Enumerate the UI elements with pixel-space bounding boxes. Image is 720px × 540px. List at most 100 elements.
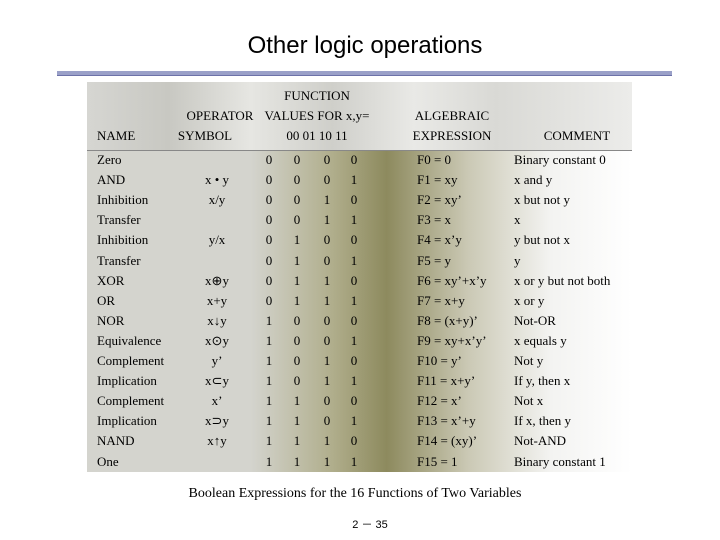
function-value: 0 xyxy=(293,353,301,368)
comment-text: x or y but not both xyxy=(514,272,611,288)
algebraic-expression: F0 = 0 xyxy=(417,152,452,167)
operation-name: NAND xyxy=(97,433,135,449)
function-value: 1 xyxy=(323,192,331,208)
function-value: 0 xyxy=(293,152,301,167)
function-value: 1 xyxy=(293,413,301,429)
operator-symbol: x↑y xyxy=(207,433,227,449)
function-value: 0 xyxy=(350,232,358,248)
function-value: 1 xyxy=(323,212,331,228)
operation-name: OR xyxy=(97,292,116,308)
function-value: 1 xyxy=(350,373,358,389)
comment-text: Not-AND xyxy=(514,433,566,449)
header-comment: COMMENT xyxy=(543,128,611,143)
function-value: 0 xyxy=(293,192,301,208)
algebraic-expression: F11 = x+y’ xyxy=(417,373,476,389)
function-value: 0 xyxy=(323,393,331,409)
function-value: 1 xyxy=(350,413,358,429)
slide-title: Other logic operations xyxy=(247,32,483,59)
header-algebraic: ALGEBRAIC xyxy=(414,108,490,123)
table-row: Transfer 0 0 1 1 F3 = x x xyxy=(87,210,632,230)
function-value: 0 xyxy=(323,332,331,348)
operator-symbol: x⊙y xyxy=(205,332,229,348)
function-value: 0 xyxy=(265,272,273,288)
function-value: 1 xyxy=(265,413,273,429)
table-row: Implication x⊂y 1 0 1 1 F11 = x+y’ If y, then x xyxy=(87,371,632,391)
function-value: 0 xyxy=(323,312,331,328)
function-value: 1 xyxy=(323,453,331,469)
operator-symbol: x↓y xyxy=(207,312,227,328)
function-value: 1 xyxy=(293,232,301,248)
algebraic-expression: F4 = x’y xyxy=(417,232,462,248)
function-value: 1 xyxy=(323,373,331,389)
algebraic-expression: F12 = x’ xyxy=(417,393,462,409)
table-row: AND x • y 0 0 0 1 F1 = xy x and y xyxy=(87,170,632,190)
function-value: 1 xyxy=(293,433,301,449)
function-value: 0 xyxy=(350,312,358,328)
algebraic-expression: F14 = (xy)’ xyxy=(417,433,478,449)
title-divider xyxy=(57,71,672,76)
comment-text: Not x xyxy=(514,393,544,409)
algebraic-expression: F3 = x xyxy=(417,212,452,228)
function-value: 1 xyxy=(265,373,273,389)
function-value: 1 xyxy=(350,453,358,469)
table-row: Complement x’ 1 1 0 0 F12 = x’ Not x xyxy=(87,391,632,411)
function-value: 0 xyxy=(323,252,331,268)
table-row: Zero 0 0 0 0 F0 = 0 Binary constant 0 xyxy=(87,150,632,170)
function-value: 1 xyxy=(350,172,358,188)
comment-text: If x, then y xyxy=(514,413,572,429)
table-row: Transfer 0 1 0 1 F5 = y y xyxy=(87,251,632,271)
operation-name: Transfer xyxy=(97,252,141,268)
operation-name: Complement xyxy=(97,353,165,368)
operation-name: AND xyxy=(97,172,126,188)
operation-name: One xyxy=(97,453,119,469)
operation-name: XOR xyxy=(97,272,125,288)
algebraic-expression: F13 = x’+y xyxy=(417,413,476,429)
header-name: NAME xyxy=(97,128,136,143)
comment-text: y but not x xyxy=(514,232,570,248)
header-xy-combinations: 00 01 10 11 xyxy=(286,128,348,143)
algebraic-expression: F5 = y xyxy=(417,252,452,268)
function-value: 0 xyxy=(293,332,301,348)
operation-name: Implication xyxy=(97,413,157,429)
function-value: 1 xyxy=(323,292,331,308)
logic-operations-table: NAME OPERATOR SYMBOL FUNCTION VALUES FOR… xyxy=(87,82,632,472)
comment-text: x and y xyxy=(514,172,553,188)
function-value: 1 xyxy=(293,393,301,409)
operator-symbol: y/x xyxy=(208,232,226,248)
header-function: FUNCTION xyxy=(284,88,350,103)
operator-symbol: x/y xyxy=(208,192,226,208)
table-row: Inhibition x/y 0 0 1 0 F2 = xy’ x but not y xyxy=(87,190,632,210)
table-row: Inhibition y/x 0 1 0 0 F4 = x’y y but not x xyxy=(87,230,632,250)
table-row: NOR x↓y 1 0 0 0 F8 = (x+y)’ Not-OR xyxy=(87,311,632,331)
comment-text: If y, then x xyxy=(514,373,571,389)
table-row: Implication x⊃y 1 1 0 1 F13 = x’+y If x, then y xyxy=(87,411,632,431)
function-value: 0 xyxy=(265,172,273,188)
algebraic-expression: F9 = xy+x’y’ xyxy=(417,332,487,348)
comment-text: Not-OR xyxy=(514,312,556,328)
operator-symbol: x⊃y xyxy=(205,413,229,429)
function-value: 0 xyxy=(265,212,273,228)
function-value: 0 xyxy=(323,152,331,167)
function-value: 0 xyxy=(350,433,358,449)
operator-symbol: x⊕y xyxy=(205,272,229,288)
header-symbol: SYMBOL xyxy=(177,128,233,143)
table-row: Complement y’ 1 0 1 0 F10 = y’ Not y xyxy=(87,351,632,371)
comment-text: x but not y xyxy=(514,192,570,208)
function-value: 0 xyxy=(265,232,273,248)
table-caption: Boolean Expressions for the 16 Functions… xyxy=(188,486,522,501)
comment-text: Binary constant 0 xyxy=(514,152,606,167)
operator-symbol: x’ xyxy=(211,393,223,409)
function-value: 0 xyxy=(265,192,273,208)
table-row: XOR x⊕y 0 1 1 0 F6 = xy’+x’y x or y but not bot… xyxy=(87,271,632,291)
function-value: 1 xyxy=(323,353,331,368)
algebraic-expression: F15 = 1 xyxy=(417,453,458,469)
function-value: 1 xyxy=(350,212,358,228)
function-value: 0 xyxy=(293,312,301,328)
function-value: 1 xyxy=(293,272,301,288)
operation-name: Equivalence xyxy=(97,332,162,348)
function-value: 1 xyxy=(293,252,301,268)
function-value: 0 xyxy=(350,272,358,288)
function-value: 0 xyxy=(293,212,301,228)
operation-name: Complement xyxy=(97,393,165,409)
operator-symbol: x⊂y xyxy=(205,373,229,389)
